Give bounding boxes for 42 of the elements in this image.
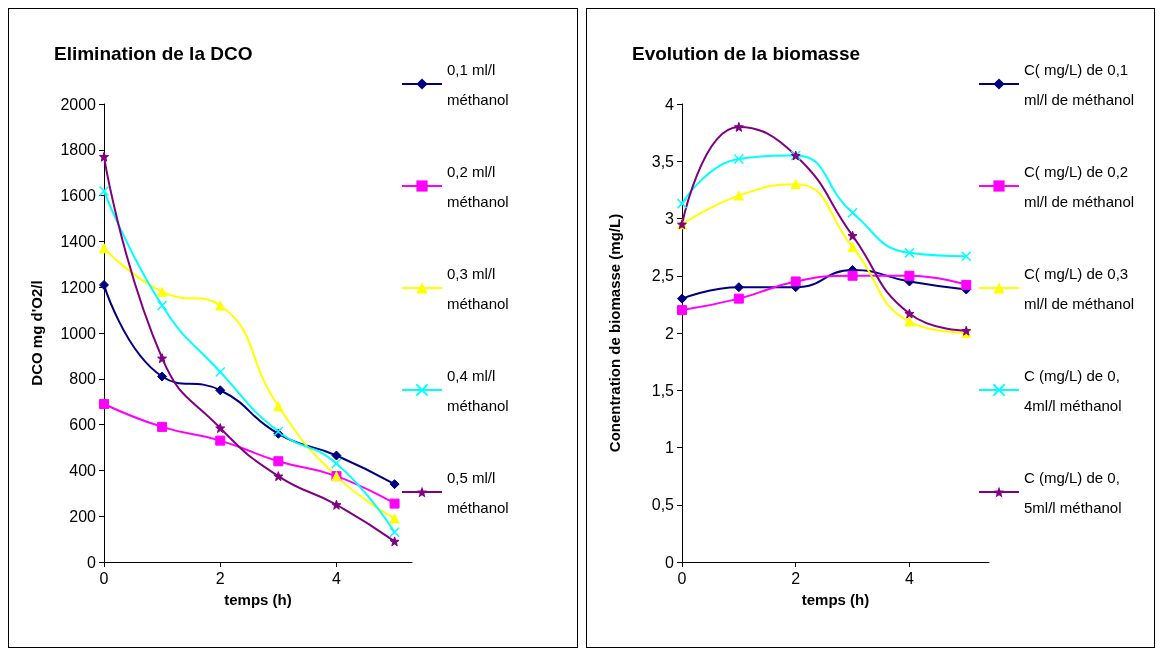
legend-label: C (mg/L) de 0,4ml/l méthanol bbox=[1024, 366, 1122, 414]
y-tick-label: 0 bbox=[665, 553, 675, 571]
y-tick-label: 1800 bbox=[60, 141, 97, 159]
legend-label: C( mg/L) de 0,2 ml/l de méthanol bbox=[1024, 162, 1135, 210]
legend-label: C( mg/L) de 0,1 ml/l de méthanol bbox=[1024, 60, 1135, 108]
chart-title: Elimination de la DCO bbox=[54, 43, 253, 64]
x-axis-title: temps (h) bbox=[801, 591, 870, 608]
y-tick-label: 400 bbox=[69, 461, 97, 479]
y-tick-label: 3,5 bbox=[651, 152, 675, 170]
y-tick-label: 0 bbox=[87, 553, 97, 571]
x-tick-label: 0 bbox=[99, 569, 109, 587]
x-tick-label: 4 bbox=[332, 569, 341, 587]
x-tick-label: 2 bbox=[791, 569, 801, 587]
y-tick-label: 4 bbox=[665, 95, 675, 113]
y-tick-label: 1400 bbox=[60, 232, 97, 250]
x-tick-label: 0 bbox=[677, 569, 687, 587]
legend-label: 0,2 ml/l méthanol bbox=[447, 162, 509, 210]
legend-label: 0,4 ml/l méthanol bbox=[447, 366, 509, 414]
y-tick-label: 800 bbox=[69, 370, 97, 388]
y-tick-label: 1,5 bbox=[651, 381, 675, 399]
legend-label: 0,1 ml/l méthanol bbox=[447, 60, 509, 108]
y-tick-label: 1000 bbox=[60, 324, 97, 342]
y-tick-label: 1600 bbox=[60, 187, 97, 205]
y-tick-label: 2 bbox=[665, 324, 675, 342]
y-tick-label: 200 bbox=[69, 507, 97, 525]
y-tick-label: 0,5 bbox=[651, 496, 675, 514]
y-tick-label: 3 bbox=[665, 210, 675, 227]
legend-label: 0,5 ml/l méthanol bbox=[447, 468, 509, 516]
legend-label: 0,3 ml/l méthanol bbox=[447, 264, 509, 312]
legend-label: C( mg/L) de 0,3 ml/l de méthanol bbox=[1024, 264, 1135, 312]
y-tick-label: 1200 bbox=[60, 278, 97, 296]
legend-label: C (mg/L) de 0,5ml/l méthanol bbox=[1024, 468, 1122, 516]
y-axis-title: Conentration de biomasse (mg/L) bbox=[606, 213, 623, 453]
y-tick-label: 2,5 bbox=[651, 267, 675, 285]
y-axis-title: DCO mg d'O2/l bbox=[28, 280, 45, 386]
y-tick-label: 2000 bbox=[60, 95, 97, 113]
x-axis-title: temps (h) bbox=[224, 591, 292, 608]
chart-title: Evolution de la biomasse bbox=[632, 43, 861, 64]
x-tick-label: 4 bbox=[904, 569, 914, 587]
x-tick-label: 2 bbox=[215, 569, 225, 587]
y-tick-label: 600 bbox=[69, 416, 97, 434]
y-tick-label: 1 bbox=[665, 439, 675, 456]
